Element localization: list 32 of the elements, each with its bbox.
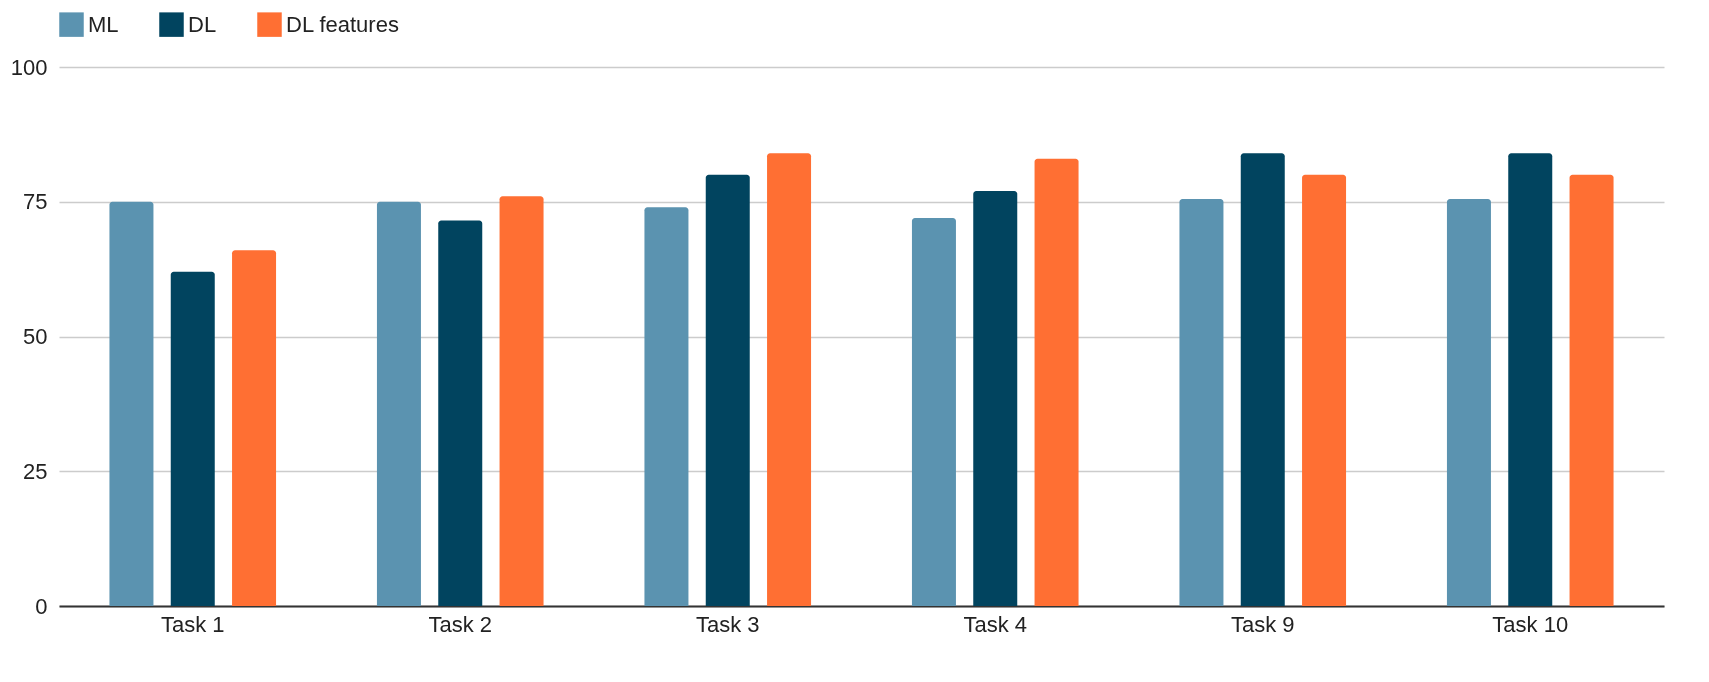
x-tick-label: Task 10: [1492, 611, 1569, 637]
x-tick-label: Task 1: [160, 611, 225, 637]
x-tick-label: Task 9: [1230, 611, 1295, 637]
bar: [1446, 199, 1491, 606]
legend-label: DL: [188, 11, 217, 37]
y-tick-label: 100: [10, 54, 48, 80]
y-tick-label: 0: [35, 593, 48, 619]
x-tick-label: Task 2: [428, 611, 493, 637]
y-tick-label: 25: [23, 458, 48, 484]
bar: [1302, 174, 1347, 606]
x-tick-label: Task 3: [695, 611, 760, 637]
bar: [973, 190, 1018, 606]
bar: [705, 174, 750, 606]
bar: [232, 250, 277, 606]
bar: [1569, 174, 1614, 606]
bar: [438, 220, 483, 606]
legend-label: ML: [88, 11, 119, 37]
y-tick-label: 75: [23, 189, 48, 215]
bar: [1508, 153, 1553, 606]
bar: [911, 217, 956, 606]
bar: [1034, 158, 1079, 606]
bar: [1240, 153, 1285, 606]
bar: [376, 201, 421, 606]
bar: [1179, 199, 1224, 606]
legend-label: DL features: [286, 11, 399, 37]
bar: [170, 271, 215, 606]
x-tick-label: Task 4: [963, 611, 1028, 637]
bar: [644, 207, 689, 606]
y-tick-label: 50: [23, 324, 48, 349]
bar: [109, 201, 154, 606]
bar: [767, 153, 812, 606]
bar: [499, 196, 544, 606]
